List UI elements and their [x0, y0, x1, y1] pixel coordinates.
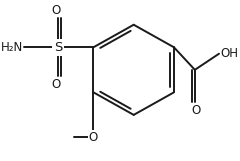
Text: OH: OH — [221, 47, 239, 60]
Text: S: S — [54, 41, 62, 54]
Text: H₂N: H₂N — [0, 41, 23, 54]
Text: O: O — [89, 131, 98, 144]
Text: O: O — [51, 78, 60, 91]
Text: O: O — [192, 104, 201, 117]
Text: O: O — [51, 4, 60, 17]
